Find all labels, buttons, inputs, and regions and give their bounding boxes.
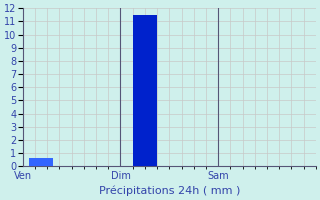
X-axis label: Précipitations 24h ( mm ): Précipitations 24h ( mm ) <box>99 185 240 196</box>
Bar <box>133 15 157 166</box>
Bar <box>29 158 53 166</box>
